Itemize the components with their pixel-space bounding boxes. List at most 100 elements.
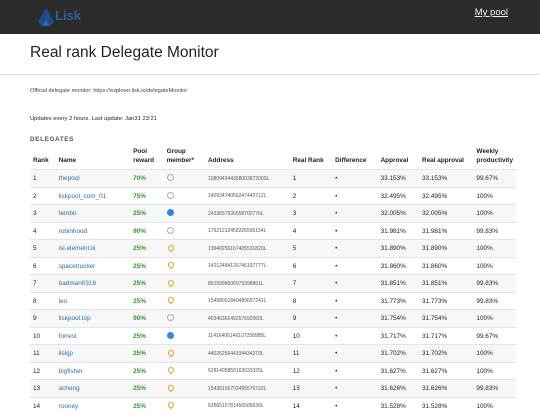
table-row[interactable]: 4 robinhood 90% 17621212458226596154L 4 • 31.9…	[30, 221, 516, 240]
cell-name[interactable]: liskjp	[55, 344, 131, 363]
map-pin-icon	[166, 365, 175, 375]
header-group-member[interactable]: Group member*	[166, 148, 194, 164]
cell-name[interactable]: leo	[55, 291, 131, 310]
cell-group-member	[163, 274, 206, 293]
cell-difference: •	[332, 291, 378, 310]
cell-real-rank: 6	[289, 256, 333, 275]
table-row[interactable]: 11 liskjp 25% 4402625644334434270L 11 • 31.702…	[30, 344, 516, 363]
cell-address[interactable]: 4402625644334434270L	[205, 344, 290, 363]
cell-pool-reward: 75%	[130, 186, 164, 205]
table-row[interactable]: 1 thepool 70% 10809494436800387200SL 1 • 33.15…	[30, 169, 516, 188]
cell-difference: •	[332, 361, 378, 380]
cell-real-rank: 3	[289, 204, 333, 223]
cell-real-rank: 10	[289, 326, 333, 345]
cell-weekly-productivity: 100%	[473, 309, 516, 328]
cell-approval: 31.627%	[377, 361, 419, 380]
header-name[interactable]: Name	[58, 156, 77, 164]
cell-rank: 3	[30, 204, 56, 223]
cell-weekly-productivity: 99.67%	[473, 169, 516, 188]
page-title: Real rank Delegate Monitor	[30, 44, 219, 61]
lisk-logo[interactable]: Lisk	[37, 7, 81, 27]
cell-address[interactable]: 13940256167405531820L	[205, 239, 290, 258]
cell-weekly-productivity: 100%	[473, 344, 516, 363]
my-pool-link[interactable]: My pool	[474, 7, 508, 18]
table-row[interactable]: 10 forrest 25% 11416406146107258985L 10 • 31.7…	[30, 326, 516, 345]
table-row[interactable]: 9 liskpool.top 90% 4034636149257692060L 9 • 31…	[30, 309, 516, 328]
empty-circle-icon	[166, 226, 174, 234]
cell-group-member	[163, 379, 206, 398]
cell-name[interactable]: liskpool.top	[55, 309, 131, 328]
cell-real-rank: 5	[289, 239, 333, 258]
table-row[interactable]: 5 isi.element.iii 25% 13940256167405531820L…	[30, 239, 516, 258]
cell-rank: 14	[30, 396, 56, 414]
cell-name[interactable]: rooney	[55, 396, 131, 414]
table-row[interactable]: 13 acheng 25% 15435156702495576722L 13 • 31.62…	[30, 379, 516, 398]
cell-real-rank: 13	[289, 379, 333, 398]
cell-rank: 8	[30, 291, 56, 310]
table-row[interactable]: 6 spacetrucker 25% 14212484126746197777L 6 • 3…	[30, 256, 516, 275]
cell-approval: 33.153%	[377, 169, 419, 188]
cell-name[interactable]: acheng	[55, 379, 131, 398]
cell-address[interactable]: 6356515781456505636L	[205, 396, 290, 414]
cell-address[interactable]: 14212484126746197777L	[205, 256, 290, 275]
cell-real-approval: 33.153%	[418, 169, 474, 188]
official-monitor-link[interactable]: Official delegate monitor: https://explo…	[30, 88, 188, 94]
cell-name[interactable]: robinhood	[55, 221, 131, 240]
cell-approval: 31.626%	[377, 379, 419, 398]
empty-circle-icon	[166, 174, 174, 182]
cell-approval: 31.851%	[377, 274, 419, 293]
cell-pool-reward: 25%	[130, 396, 164, 414]
cell-address[interactable]: 10809494436800387200SL	[205, 169, 290, 188]
cell-name[interactable]: bigfisher	[55, 361, 131, 380]
cell-address[interactable]: 15458001840489657241L	[205, 291, 290, 310]
cell-weekly-productivity: 99.83%	[473, 291, 516, 310]
header-approval[interactable]: Approval	[380, 156, 409, 164]
cell-name[interactable]: isi.element.iii	[55, 239, 131, 258]
cell-name[interactable]: liskpool_com_01	[55, 186, 131, 205]
cell-address[interactable]: 17621212458226596154L	[205, 221, 290, 240]
cell-approval: 32.005%	[377, 204, 419, 223]
cell-name[interactable]: tembo	[55, 204, 131, 223]
cell-name[interactable]: forrest	[55, 326, 131, 345]
cell-address[interactable]: 2433657930558702776L	[205, 204, 290, 223]
table-row[interactable]: 8 leo 25% 15458001840489657241L 8 • 31.773% 31.…	[30, 291, 516, 310]
table-row[interactable]: 12 bigfisher 25% 6281405850163033335L 12 • 31.…	[30, 361, 516, 380]
cell-rank: 2	[30, 186, 56, 205]
cell-weekly-productivity: 99.83%	[473, 274, 516, 293]
cell-name[interactable]: badman0316	[55, 274, 131, 293]
cell-difference: •	[332, 396, 378, 414]
map-pin-icon	[166, 278, 175, 287]
header-weekly-productivity[interactable]: Weekly productivity	[476, 148, 513, 164]
cell-real-approval: 31.626%	[418, 379, 474, 398]
header-address[interactable]: Address	[208, 156, 234, 164]
table-row[interactable]: 2 liskpool_com_01 75% 14093474056247442712L…	[30, 186, 516, 205]
header-rank[interactable]: Rank	[33, 156, 49, 164]
cell-real-approval: 31.981%	[418, 221, 474, 240]
cell-real-approval: 31.702%	[418, 344, 474, 363]
cell-pool-reward: 25%	[130, 344, 164, 363]
empty-circle-icon	[166, 191, 174, 199]
cell-approval: 31.717%	[377, 326, 419, 345]
cell-difference: •	[332, 274, 378, 293]
cell-rank: 4	[30, 221, 56, 240]
cell-real-approval: 31.754%	[418, 309, 474, 328]
header-pool-reward[interactable]: Pool reward	[133, 148, 155, 164]
cell-address[interactable]: 8015998606079398861L	[205, 274, 290, 293]
cell-name[interactable]: thepool	[55, 169, 131, 188]
cell-address[interactable]: 4034636149257692060L	[205, 309, 290, 328]
header-real-rank[interactable]: Real Rank	[292, 156, 324, 164]
header-difference[interactable]: Difference	[335, 156, 367, 164]
cell-address[interactable]: 14093474056247442712L	[205, 186, 290, 205]
header-real-approval[interactable]: Real approval	[421, 156, 464, 164]
cell-weekly-productivity: 100%	[473, 361, 516, 380]
table-row[interactable]: 14 rooney 25% 6356515781456505636L 14 • 31.528…	[30, 396, 516, 414]
cell-address[interactable]: 6281405850163033335L	[205, 361, 290, 380]
table-row[interactable]: 7 badman0316 25% 8015998606079398861L 7 • 31.8…	[30, 274, 516, 293]
cell-address[interactable]: 15435156702495576722L	[205, 379, 290, 398]
map-pin-icon	[166, 383, 175, 392]
cell-pool-reward: 70%	[130, 169, 164, 188]
table-row[interactable]: 3 tembo 25% 2433657930558702776L 3 • 32.005% 32…	[30, 204, 516, 223]
cell-approval: 31.754%	[377, 309, 419, 328]
cell-address[interactable]: 11416406146107258985L	[205, 326, 290, 345]
cell-name[interactable]: spacetrucker	[55, 256, 131, 275]
